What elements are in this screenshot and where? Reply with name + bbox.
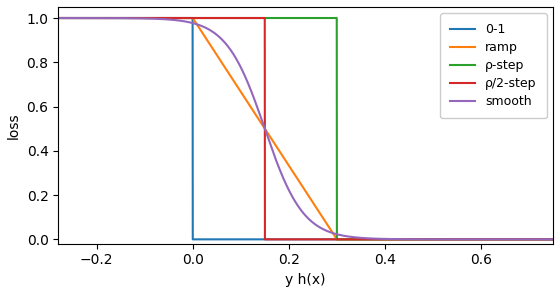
ramp <box>45 16 52 20</box>
0-1 <box>550 238 557 241</box>
ramp <box>239 92 245 96</box>
ρ-step <box>45 16 52 20</box>
ρ/2-step <box>133 16 139 20</box>
0-1 <box>133 16 139 20</box>
0-1 <box>486 238 492 241</box>
smooth <box>239 68 245 72</box>
ramp <box>540 238 547 241</box>
0-1 <box>261 238 268 241</box>
ramp <box>486 238 492 241</box>
0-1 <box>45 16 52 20</box>
ρ/2-step <box>262 238 268 241</box>
ramp <box>133 16 139 20</box>
X-axis label: y h(x): y h(x) <box>286 273 326 287</box>
ρ/2-step <box>239 16 245 20</box>
smooth <box>550 238 557 241</box>
smooth <box>486 238 492 241</box>
Legend: 0-1, ramp, ρ-step, ρ/2-step, smooth: 0-1, ramp, ρ-step, ρ/2-step, smooth <box>440 13 547 118</box>
ρ-step <box>260 16 267 20</box>
Line: 0-1: 0-1 <box>49 18 553 239</box>
Line: smooth: smooth <box>49 18 553 239</box>
ramp <box>260 126 267 129</box>
0-1 <box>189 238 196 241</box>
0-1 <box>103 16 110 20</box>
ρ-step <box>239 16 245 20</box>
ρ-step <box>133 16 139 20</box>
ρ/2-step <box>103 16 110 20</box>
ρ/2-step <box>260 16 267 20</box>
smooth <box>540 238 547 241</box>
Line: ρ-step: ρ-step <box>49 18 553 239</box>
ρ-step <box>540 238 547 241</box>
ρ-step <box>486 238 492 241</box>
Line: ρ/2-step: ρ/2-step <box>49 18 553 239</box>
ρ/2-step <box>486 238 492 241</box>
ρ/2-step <box>45 16 52 20</box>
Line: ramp: ramp <box>49 18 553 239</box>
Y-axis label: loss: loss <box>7 112 21 139</box>
smooth <box>103 16 110 20</box>
0-1 <box>239 238 246 241</box>
ramp <box>103 16 110 20</box>
smooth <box>45 16 52 20</box>
smooth <box>133 16 139 20</box>
ramp <box>334 238 340 241</box>
ρ-step <box>550 238 557 241</box>
ρ/2-step <box>550 238 557 241</box>
smooth <box>260 124 267 128</box>
ρ/2-step <box>540 238 547 241</box>
ρ-step <box>103 16 110 20</box>
ρ-step <box>334 238 340 241</box>
ramp <box>550 238 557 241</box>
0-1 <box>540 238 547 241</box>
